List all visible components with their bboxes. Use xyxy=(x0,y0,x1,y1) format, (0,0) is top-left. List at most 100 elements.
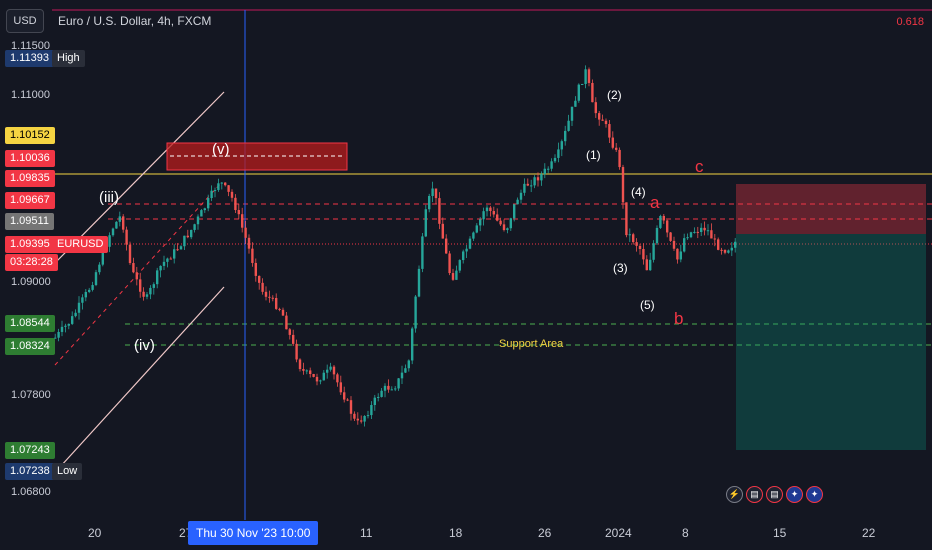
candle-body xyxy=(574,100,577,107)
candle-body xyxy=(196,216,200,225)
candle-body xyxy=(543,168,546,175)
candle-body xyxy=(152,284,155,288)
level-badge: 1.07243 xyxy=(5,442,55,459)
candle-body xyxy=(414,296,417,329)
fib-level-label: 0.618 xyxy=(896,16,924,28)
candle-body xyxy=(173,249,176,259)
candle-body xyxy=(295,343,298,360)
candle-body xyxy=(315,376,319,382)
candle-body xyxy=(309,370,312,375)
candle-body xyxy=(618,149,621,168)
candle-body xyxy=(615,147,618,150)
candle-body xyxy=(499,220,502,225)
candle-body xyxy=(686,237,689,239)
y-tick: 1.06800 xyxy=(11,486,51,498)
candle-body xyxy=(445,238,448,254)
candle-body xyxy=(587,69,591,83)
candle-body xyxy=(421,236,424,269)
candle-body xyxy=(332,366,336,375)
candle-body xyxy=(186,235,189,238)
candle-body xyxy=(64,325,67,327)
candle-body xyxy=(441,223,444,239)
candle-body xyxy=(706,230,710,232)
y-tick: 1.07800 xyxy=(11,389,51,401)
candle-body xyxy=(683,238,686,252)
wave-label: (iv) xyxy=(134,337,155,354)
low-label: Low xyxy=(52,463,83,480)
candle-body xyxy=(234,197,237,211)
candle-body xyxy=(475,225,478,233)
candle-body xyxy=(417,268,421,297)
eu-flag-icon[interactable]: ✦ xyxy=(806,486,823,503)
candle-body xyxy=(200,210,203,217)
candle-body xyxy=(611,137,614,148)
candle-body xyxy=(336,374,339,383)
candle-body xyxy=(666,220,669,233)
x-tick: 18 xyxy=(449,526,463,540)
target-zone xyxy=(736,234,926,450)
candle-body xyxy=(360,420,363,422)
candle-body xyxy=(560,141,563,150)
us-flag-icon[interactable]: ▤ xyxy=(746,486,763,503)
candle-body xyxy=(122,216,125,230)
candle-body xyxy=(156,270,159,285)
wave-b-label: b xyxy=(674,309,684,328)
us-flag-icon[interactable]: ▤ xyxy=(766,486,783,503)
candle-body xyxy=(71,316,74,324)
wave-c-label: c xyxy=(695,157,704,176)
candle-body xyxy=(118,216,121,222)
candle-body xyxy=(356,418,359,421)
stop-zone xyxy=(736,184,926,234)
chart-title: Euro / U.S. Dollar, 4h, FXCM xyxy=(58,14,212,28)
candle-body xyxy=(730,247,733,251)
candle-body xyxy=(142,291,145,297)
level-badge: 1.10152 xyxy=(5,127,55,144)
candle-body xyxy=(669,232,672,241)
candle-body xyxy=(77,302,81,313)
candle-body xyxy=(88,289,91,292)
candle-body xyxy=(125,229,128,245)
candle-body xyxy=(60,326,64,332)
candle-body xyxy=(717,239,720,250)
candle-body xyxy=(244,227,247,238)
candle-body xyxy=(247,237,251,249)
eu-flag-icon[interactable]: ✦ xyxy=(786,486,803,503)
candle-body xyxy=(169,258,172,260)
x-tick: 26 xyxy=(538,526,552,540)
candle-body xyxy=(659,215,662,228)
candle-body xyxy=(264,291,268,297)
candle-body xyxy=(108,235,111,247)
level-badge: 1.09667 xyxy=(5,192,55,209)
candle-body xyxy=(312,374,315,377)
candle-body xyxy=(159,265,162,271)
candle-body xyxy=(550,161,553,169)
currency-button[interactable]: USD xyxy=(6,9,44,33)
candle-body xyxy=(632,234,635,243)
candle-body xyxy=(190,229,193,238)
candle-body xyxy=(176,249,179,251)
level-badge: 1.10036 xyxy=(5,150,55,167)
candle-body xyxy=(380,390,383,397)
candle-body xyxy=(145,294,149,297)
candle-body xyxy=(513,204,516,219)
candle-body xyxy=(394,388,397,390)
wave-label: (1) xyxy=(586,148,601,162)
wave-label: (4) xyxy=(631,185,646,199)
candle-body xyxy=(462,251,465,261)
candle-body xyxy=(217,183,220,190)
candle-body xyxy=(339,382,342,393)
candle-body xyxy=(431,188,434,196)
high-label: High xyxy=(52,50,85,67)
lightning-icon[interactable]: ⚡ xyxy=(726,486,743,503)
candle-body xyxy=(428,195,431,210)
candle-body xyxy=(604,120,608,125)
candle-body xyxy=(672,240,676,249)
candle-body xyxy=(261,282,264,292)
candle-body xyxy=(696,231,699,233)
level-badge: 1.09835 xyxy=(5,170,55,187)
candle-body xyxy=(506,228,509,231)
candle-body xyxy=(635,242,638,246)
candle-body xyxy=(713,238,716,240)
candle-body xyxy=(468,238,472,249)
